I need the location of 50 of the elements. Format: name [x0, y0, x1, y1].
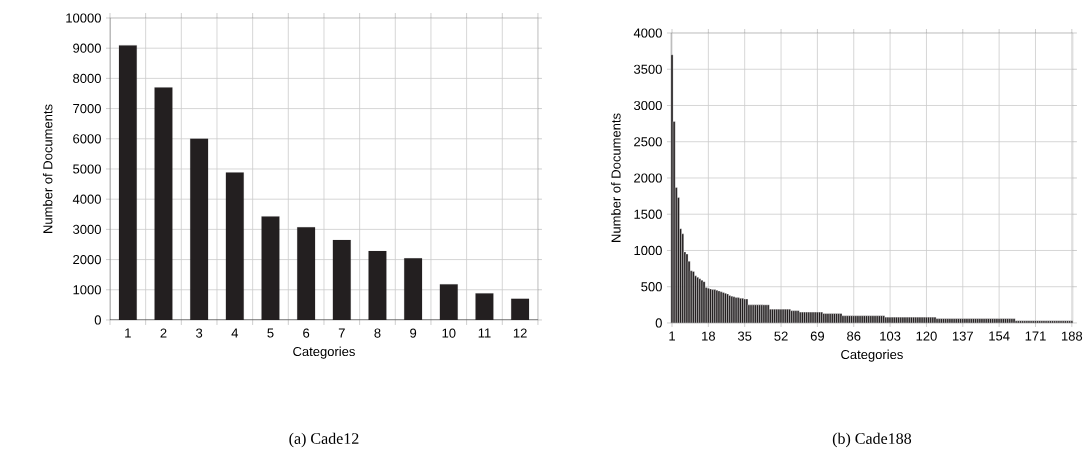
y-tick-label: 3500	[633, 64, 662, 74]
x-tick-label: 35	[737, 331, 752, 341]
y-tick-label: 8000	[73, 73, 101, 84]
y-tick-label: 10000	[66, 13, 101, 23]
y-tick-label: 0	[94, 315, 101, 325]
x-tick-label: 7	[338, 328, 345, 338]
y-tick-label: 9000	[73, 43, 101, 53]
y-tick-label: 2000	[73, 254, 101, 265]
x-tick-label: 4	[231, 328, 239, 338]
y-axis-title: Number of Documents	[42, 104, 53, 233]
y-tick-label: 3000	[73, 224, 101, 234]
x-tick-label: 2	[160, 328, 167, 338]
y-tick-label: 5000	[73, 164, 101, 174]
x-tick-label: 86	[847, 331, 861, 341]
y-tick-label: 4000	[72, 194, 101, 204]
x-tick-label: 8	[374, 328, 381, 338]
x-tick-label: 188	[1061, 331, 1083, 341]
y-axis-title: Number of Documents	[611, 113, 621, 242]
y-tick-label: 1000	[73, 285, 101, 295]
x-tick-label: 103	[880, 331, 901, 341]
x-tick-label: 69	[810, 331, 825, 341]
x-tick-label: 52	[774, 331, 788, 341]
x-tick-label: 6	[303, 328, 310, 338]
x-tick-label: 18	[702, 331, 716, 341]
text: (a) Cade12	[289, 432, 359, 448]
y-tick-label: 4000	[633, 28, 662, 38]
x-tick-label: 9	[410, 328, 417, 338]
x-tick-label: 137	[952, 331, 973, 341]
y-tick-label: 7000	[73, 104, 101, 114]
x-tick-label: 171	[1025, 331, 1046, 341]
y-tick-label: 3000	[633, 100, 662, 111]
x-tick-label: 120	[916, 331, 937, 341]
y-tick-label: 1000	[634, 245, 662, 256]
x-tick-label: 12	[513, 328, 527, 338]
y-tick-label: 2500	[634, 137, 662, 147]
x-tick-label: 1	[669, 331, 675, 341]
x-tick-label: 10	[442, 328, 456, 338]
x-tick-label: 3	[196, 328, 203, 338]
y-tick-label: 1500	[634, 209, 662, 219]
x-tick-label: 11	[478, 328, 491, 338]
y-tick-label: 2000	[634, 173, 662, 183]
y-tick-label: 6000	[73, 134, 101, 144]
x-axis-title: Categories	[841, 349, 903, 362]
x-tick-label: 1	[125, 328, 131, 338]
x-tick-label: 154	[989, 331, 1010, 341]
y-tick-label: 0	[655, 318, 662, 328]
x-axis-title: Categories	[293, 346, 355, 359]
text: (b) Cade188	[832, 432, 912, 448]
y-tick-label: 500	[641, 282, 662, 292]
x-tick-label: 5	[267, 328, 274, 338]
